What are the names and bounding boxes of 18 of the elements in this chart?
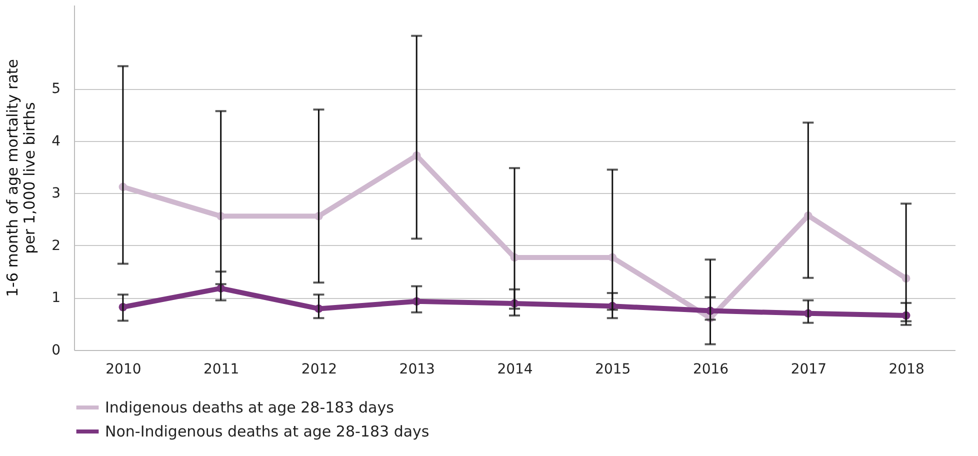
y-tick-label: 4	[52, 133, 61, 150]
y-axis-title: 1-6 month of age mortality rate per 1,000 live births	[4, 58, 39, 298]
y-tick-label: 0	[52, 342, 60, 358]
x-tick-label: 2011	[204, 362, 240, 378]
x-tick-label: 2012	[301, 362, 338, 378]
x-tick-label: 2016	[692, 362, 729, 378]
legend-label: Non-Indigenous deaths at age 28-183 days	[105, 422, 430, 440]
x-tick-label: 2015	[595, 362, 631, 378]
legend-label: Indigenous deaths at age 28-183 days	[105, 398, 394, 416]
y-tick-label: 1	[52, 290, 60, 306]
y-tick-label: 2	[52, 238, 60, 254]
y-tick-label: 5	[52, 81, 60, 98]
x-tick-label: 2014	[497, 362, 533, 378]
y-tick-label: 3	[52, 186, 60, 202]
x-tick-label: 2013	[399, 362, 435, 378]
x-tick-label: 2017	[790, 362, 826, 378]
x-tick-label: 2018	[888, 362, 924, 378]
x-tick-label: 2010	[106, 362, 142, 378]
